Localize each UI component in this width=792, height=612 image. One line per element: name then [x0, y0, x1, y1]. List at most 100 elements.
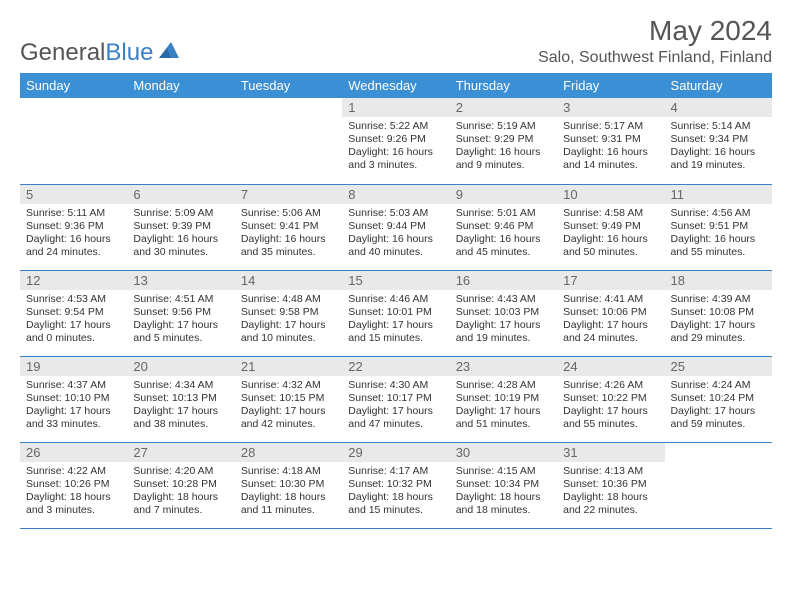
day-cell: 20Sunrise: 4:34 AMSunset: 10:13 PMDaylig… [127, 356, 234, 442]
sunset-text: Sunset: 10:28 PM [133, 478, 228, 491]
day-number: 17 [557, 271, 664, 290]
day-number: 7 [235, 185, 342, 204]
sunrise-text: Sunrise: 4:28 AM [456, 379, 551, 392]
day-cell: 1Sunrise: 5:22 AMSunset: 9:26 PMDaylight… [342, 98, 449, 184]
daylight-text: Daylight: 17 hours and 42 minutes. [241, 405, 336, 431]
sunrise-text: Sunrise: 4:22 AM [26, 465, 121, 478]
day-number: 25 [665, 357, 772, 376]
daylight-text: Daylight: 17 hours and 51 minutes. [456, 405, 551, 431]
day-cell: 4Sunrise: 5:14 AMSunset: 9:34 PMDaylight… [665, 98, 772, 184]
daylight-text: Daylight: 17 hours and 15 minutes. [348, 319, 443, 345]
sunrise-text: Sunrise: 4:41 AM [563, 293, 658, 306]
daylight-text: Daylight: 16 hours and 9 minutes. [456, 146, 551, 172]
sunset-text: Sunset: 9:49 PM [563, 220, 658, 233]
day-header: Monday [127, 73, 234, 98]
sunrise-text: Sunrise: 4:39 AM [671, 293, 766, 306]
day-details: Sunrise: 5:14 AMSunset: 9:34 PMDaylight:… [665, 117, 772, 177]
sunrise-text: Sunrise: 5:19 AM [456, 120, 551, 133]
day-number: 23 [450, 357, 557, 376]
sunset-text: Sunset: 10:06 PM [563, 306, 658, 319]
daylight-text: Daylight: 17 hours and 24 minutes. [563, 319, 658, 345]
day-details: Sunrise: 4:41 AMSunset: 10:06 PMDaylight… [557, 290, 664, 350]
sunset-text: Sunset: 10:30 PM [241, 478, 336, 491]
day-cell: 28Sunrise: 4:18 AMSunset: 10:30 PMDaylig… [235, 442, 342, 528]
day-header: Friday [557, 73, 664, 98]
day-details: Sunrise: 4:58 AMSunset: 9:49 PMDaylight:… [557, 204, 664, 264]
daylight-text: Daylight: 17 hours and 29 minutes. [671, 319, 766, 345]
day-number: 1 [342, 98, 449, 117]
daylight-text: Daylight: 16 hours and 30 minutes. [133, 233, 228, 259]
sunset-text: Sunset: 9:36 PM [26, 220, 121, 233]
day-number: 13 [127, 271, 234, 290]
sunrise-text: Sunrise: 4:37 AM [26, 379, 121, 392]
sunrise-text: Sunrise: 4:24 AM [671, 379, 766, 392]
day-details: Sunrise: 5:06 AMSunset: 9:41 PMDaylight:… [235, 204, 342, 264]
sunset-text: Sunset: 10:03 PM [456, 306, 551, 319]
day-number: 21 [235, 357, 342, 376]
daylight-text: Daylight: 17 hours and 10 minutes. [241, 319, 336, 345]
day-details: Sunrise: 4:56 AMSunset: 9:51 PMDaylight:… [665, 204, 772, 264]
day-cell: 9Sunrise: 5:01 AMSunset: 9:46 PMDaylight… [450, 184, 557, 270]
day-details: Sunrise: 5:19 AMSunset: 9:29 PMDaylight:… [450, 117, 557, 177]
logo-sail-icon [157, 39, 181, 67]
day-cell: 7Sunrise: 5:06 AMSunset: 9:41 PMDaylight… [235, 184, 342, 270]
sunset-text: Sunset: 9:56 PM [133, 306, 228, 319]
day-cell: 12Sunrise: 4:53 AMSunset: 9:54 PMDayligh… [20, 270, 127, 356]
day-cell: 29Sunrise: 4:17 AMSunset: 10:32 PMDaylig… [342, 442, 449, 528]
sunset-text: Sunset: 9:29 PM [456, 133, 551, 146]
sunrise-text: Sunrise: 4:15 AM [456, 465, 551, 478]
daylight-text: Daylight: 18 hours and 11 minutes. [241, 491, 336, 517]
sunrise-text: Sunrise: 4:32 AM [241, 379, 336, 392]
day-cell: 31Sunrise: 4:13 AMSunset: 10:36 PMDaylig… [557, 442, 664, 528]
day-details: Sunrise: 4:26 AMSunset: 10:22 PMDaylight… [557, 376, 664, 436]
daylight-text: Daylight: 16 hours and 50 minutes. [563, 233, 658, 259]
sunrise-text: Sunrise: 4:18 AM [241, 465, 336, 478]
day-cell: 3Sunrise: 5:17 AMSunset: 9:31 PMDaylight… [557, 98, 664, 184]
location: Salo, Southwest Finland, Finland [538, 49, 772, 67]
day-details: Sunrise: 4:39 AMSunset: 10:08 PMDaylight… [665, 290, 772, 350]
daylight-text: Daylight: 16 hours and 55 minutes. [671, 233, 766, 259]
sunset-text: Sunset: 10:01 PM [348, 306, 443, 319]
day-details: Sunrise: 4:24 AMSunset: 10:24 PMDaylight… [665, 376, 772, 436]
sunrise-text: Sunrise: 4:48 AM [241, 293, 336, 306]
daylight-text: Daylight: 16 hours and 14 minutes. [563, 146, 658, 172]
sunset-text: Sunset: 10:22 PM [563, 392, 658, 405]
day-cell: 11Sunrise: 4:56 AMSunset: 9:51 PMDayligh… [665, 184, 772, 270]
day-details: Sunrise: 4:17 AMSunset: 10:32 PMDaylight… [342, 462, 449, 522]
daylight-text: Daylight: 17 hours and 33 minutes. [26, 405, 121, 431]
daylight-text: Daylight: 18 hours and 3 minutes. [26, 491, 121, 517]
day-details: Sunrise: 4:34 AMSunset: 10:13 PMDaylight… [127, 376, 234, 436]
sunrise-text: Sunrise: 5:01 AM [456, 207, 551, 220]
sunrise-text: Sunrise: 4:30 AM [348, 379, 443, 392]
week-row: 12Sunrise: 4:53 AMSunset: 9:54 PMDayligh… [20, 270, 772, 356]
day-number: 8 [342, 185, 449, 204]
sunrise-text: Sunrise: 5:22 AM [348, 120, 443, 133]
sunrise-text: Sunrise: 4:13 AM [563, 465, 658, 478]
sunset-text: Sunset: 10:34 PM [456, 478, 551, 491]
sunset-text: Sunset: 10:36 PM [563, 478, 658, 491]
sunrise-text: Sunrise: 4:56 AM [671, 207, 766, 220]
sunset-text: Sunset: 10:17 PM [348, 392, 443, 405]
calendar-table: SundayMondayTuesdayWednesdayThursdayFrid… [20, 73, 772, 529]
day-cell: 23Sunrise: 4:28 AMSunset: 10:19 PMDaylig… [450, 356, 557, 442]
sunrise-text: Sunrise: 4:34 AM [133, 379, 228, 392]
day-number: 24 [557, 357, 664, 376]
sunrise-text: Sunrise: 4:17 AM [348, 465, 443, 478]
sunrise-text: Sunrise: 5:14 AM [671, 120, 766, 133]
day-details: Sunrise: 4:32 AMSunset: 10:15 PMDaylight… [235, 376, 342, 436]
sunrise-text: Sunrise: 5:06 AM [241, 207, 336, 220]
daylight-text: Daylight: 17 hours and 59 minutes. [671, 405, 766, 431]
day-header: Tuesday [235, 73, 342, 98]
day-number: 3 [557, 98, 664, 117]
day-cell: 15Sunrise: 4:46 AMSunset: 10:01 PMDaylig… [342, 270, 449, 356]
sunset-text: Sunset: 9:54 PM [26, 306, 121, 319]
day-details: Sunrise: 4:13 AMSunset: 10:36 PMDaylight… [557, 462, 664, 522]
day-details: Sunrise: 5:03 AMSunset: 9:44 PMDaylight:… [342, 204, 449, 264]
day-number: 29 [342, 443, 449, 462]
day-details: Sunrise: 4:20 AMSunset: 10:28 PMDaylight… [127, 462, 234, 522]
day-number: 30 [450, 443, 557, 462]
day-number: 10 [557, 185, 664, 204]
daylight-text: Daylight: 18 hours and 18 minutes. [456, 491, 551, 517]
day-cell: 26Sunrise: 4:22 AMSunset: 10:26 PMDaylig… [20, 442, 127, 528]
day-details: Sunrise: 4:18 AMSunset: 10:30 PMDaylight… [235, 462, 342, 522]
